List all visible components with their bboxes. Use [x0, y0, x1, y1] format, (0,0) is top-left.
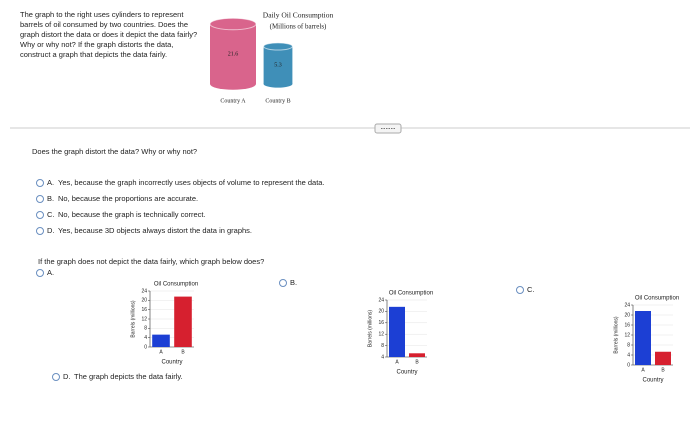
x-tick-label: A [159, 349, 163, 355]
y-tick-label: 16 [141, 307, 147, 313]
value-label: 21.6 [228, 51, 239, 57]
y-axis-label: Barrels (millions) [613, 316, 619, 354]
y-tick-label: 0 [144, 344, 147, 350]
intro: The graph to the right uses cylinders to… [20, 10, 198, 59]
y-tick-label: 24 [624, 302, 630, 308]
bar [655, 351, 671, 365]
y-tick-label: 12 [624, 332, 630, 338]
x-tick-label: B [181, 349, 185, 355]
y-tick-label: 4 [144, 335, 147, 341]
cylinder-top [209, 17, 257, 31]
y-tick-label: 24 [141, 288, 147, 294]
option-letter: C. [527, 285, 535, 294]
bar [409, 353, 425, 357]
question-1: Does the graph distort the data? Why or … [32, 147, 198, 156]
chart-title: Oil Consumption [154, 282, 198, 288]
bar [635, 311, 651, 365]
option-letter: D. [47, 226, 55, 235]
cylinder-top [263, 42, 293, 51]
radio-button[interactable] [52, 373, 60, 381]
radio-button[interactable] [36, 211, 44, 219]
category-label: Country A [220, 98, 246, 104]
radio-button[interactable] [516, 286, 524, 294]
x-tick-label: B [661, 367, 665, 373]
value-label: 5.3 [274, 63, 282, 69]
y-tick-label: 0 [627, 362, 630, 368]
option-text: The graph depicts the data fairly. [74, 372, 183, 381]
option-letter: A. [47, 268, 55, 277]
y-tick-label: 12 [141, 316, 147, 322]
option-text: No, because the graph is technically cor… [58, 210, 206, 219]
radio-button[interactable] [36, 269, 44, 277]
y-axis-label: Barrels (millions) [130, 300, 136, 338]
cylinder [263, 46, 293, 84]
category-label: Country B [265, 98, 290, 104]
x-axis-label: Country [396, 370, 417, 376]
bar [152, 334, 170, 347]
y-tick-label: 20 [624, 312, 630, 318]
option-letter: D. [63, 372, 71, 381]
figure-subtitle: (Millions of barrels) [270, 23, 327, 31]
x-axis-label: Country [161, 360, 182, 366]
y-tick-label: 20 [141, 298, 147, 304]
chart-title: Oil Consumption [389, 291, 433, 297]
y-tick-label: 8 [381, 343, 384, 349]
bar [389, 306, 405, 357]
option-text: No, because the proportions are accurate… [58, 194, 199, 203]
y-tick-label: 16 [624, 322, 630, 328]
option-letter: B. [290, 278, 298, 287]
cylinder [210, 24, 256, 84]
y-tick-label: 20 [378, 309, 384, 315]
y-axis-label: Barrels (millions) [367, 310, 373, 348]
bar [174, 296, 192, 347]
y-tick-label: 4 [627, 352, 630, 358]
x-axis-label: Country [642, 378, 663, 384]
y-tick-label: 12 [378, 332, 384, 338]
question-2: If the graph does not depict the data fa… [38, 257, 265, 266]
option-text: Yes, because 3D objects always distort t… [58, 226, 253, 235]
radio-button[interactable] [279, 279, 287, 287]
radio-button[interactable] [36, 227, 44, 235]
y-tick-label: 4 [381, 354, 384, 360]
option-letter: C. [47, 210, 55, 219]
y-tick-label: 16 [378, 320, 384, 326]
option-letter: B. [47, 194, 55, 203]
figure-title: Daily Oil Consumption [263, 11, 334, 20]
expand-button[interactable] [374, 123, 402, 134]
y-tick-label: 24 [378, 297, 384, 303]
option-text: Yes, because the graph incorrectly uses … [58, 178, 325, 187]
option-letter: A. [47, 178, 55, 187]
y-tick-label: 8 [144, 326, 147, 332]
chart-title: Oil Consumption [635, 296, 679, 302]
radio-button[interactable] [36, 179, 44, 187]
y-tick-label: 8 [627, 342, 630, 348]
x-tick-label: A [395, 359, 399, 365]
radio-button[interactable] [36, 195, 44, 203]
x-tick-label: A [641, 367, 645, 373]
x-tick-label: B [415, 359, 419, 365]
